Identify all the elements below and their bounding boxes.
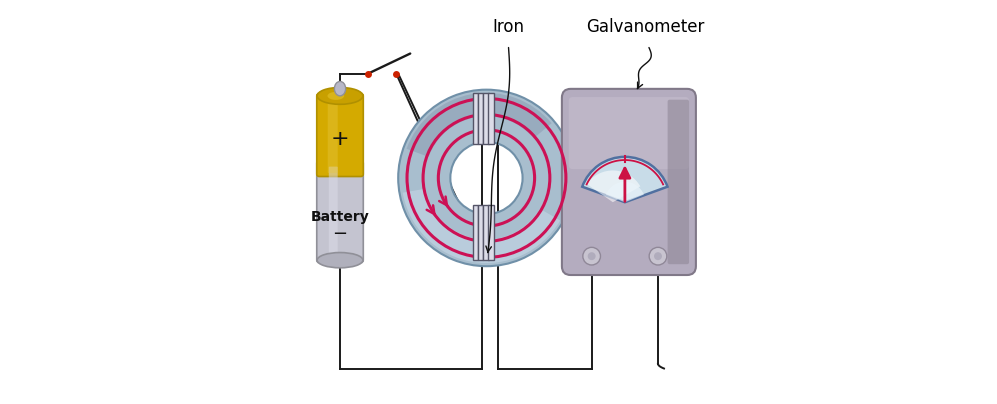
FancyBboxPatch shape xyxy=(317,93,363,177)
Ellipse shape xyxy=(317,252,363,268)
FancyBboxPatch shape xyxy=(668,100,689,264)
Ellipse shape xyxy=(327,92,344,100)
FancyBboxPatch shape xyxy=(489,206,494,260)
Circle shape xyxy=(654,252,662,260)
FancyBboxPatch shape xyxy=(473,93,479,144)
Wedge shape xyxy=(403,189,560,263)
Ellipse shape xyxy=(334,82,346,96)
FancyBboxPatch shape xyxy=(568,97,689,169)
Text: Galvanometer: Galvanometer xyxy=(586,19,704,36)
Ellipse shape xyxy=(317,87,363,104)
Text: Battery: Battery xyxy=(311,210,370,224)
Wedge shape xyxy=(407,93,551,157)
FancyBboxPatch shape xyxy=(484,206,489,260)
FancyBboxPatch shape xyxy=(473,206,479,260)
FancyBboxPatch shape xyxy=(329,166,338,259)
Text: +: + xyxy=(331,129,349,149)
FancyBboxPatch shape xyxy=(328,97,338,173)
Circle shape xyxy=(649,247,667,265)
FancyBboxPatch shape xyxy=(478,93,484,144)
FancyBboxPatch shape xyxy=(317,161,363,263)
Text: Iron: Iron xyxy=(493,19,524,36)
Circle shape xyxy=(583,247,600,265)
FancyBboxPatch shape xyxy=(562,89,696,275)
FancyBboxPatch shape xyxy=(484,93,489,144)
Circle shape xyxy=(587,252,595,260)
Wedge shape xyxy=(398,90,574,266)
Text: −: − xyxy=(332,225,348,243)
Wedge shape xyxy=(587,170,640,202)
FancyBboxPatch shape xyxy=(489,93,494,144)
Wedge shape xyxy=(582,157,668,202)
Wedge shape xyxy=(606,182,644,202)
FancyBboxPatch shape xyxy=(478,206,484,260)
